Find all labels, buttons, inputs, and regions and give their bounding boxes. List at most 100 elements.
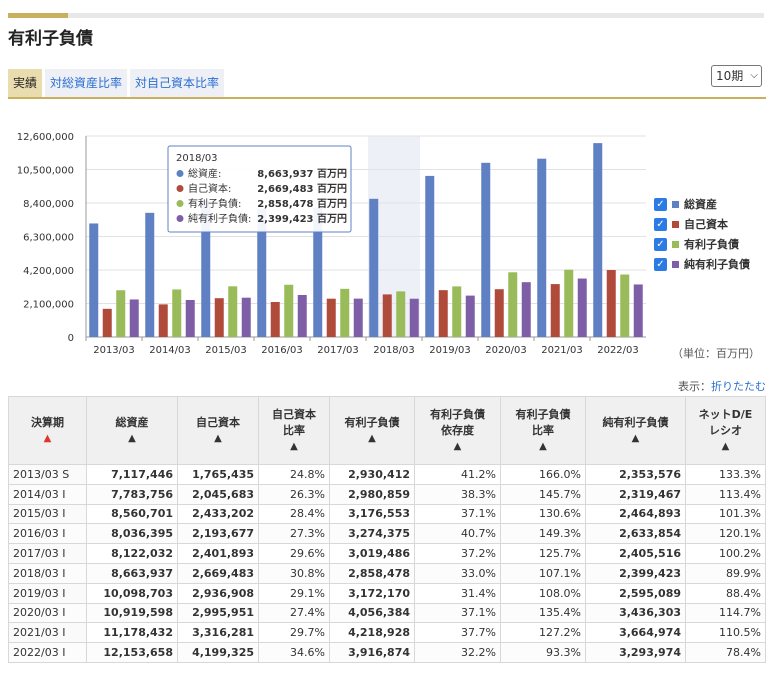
bar-1-0 bbox=[102, 308, 112, 337]
chart-legend: ✓ 総資産 ✓ 自己資本 ✓ 有利子負債 ✓ 純有利子負債 bbox=[654, 194, 750, 274]
table-cell: 4,218,928 bbox=[329, 622, 415, 644]
checkbox-icon[interactable]: ✓ bbox=[654, 217, 667, 231]
tooltip-label: 自己資本: bbox=[188, 182, 231, 195]
table-cell-period: 2017/03 I bbox=[8, 543, 87, 564]
sort-up-icon[interactable]: ▲ bbox=[214, 432, 222, 444]
tab-ratio-equity[interactable]: 対自己資本比率 bbox=[130, 69, 225, 97]
bar-3-7 bbox=[521, 282, 531, 337]
checkbox-icon[interactable]: ✓ bbox=[654, 197, 667, 211]
table-cell: 26.3% bbox=[258, 483, 330, 505]
table-cell: 7,117,446 bbox=[86, 464, 178, 485]
header-label: 有利子負債 比率 bbox=[515, 407, 571, 437]
tooltip-box bbox=[167, 145, 352, 233]
table-cell: 135.4% bbox=[500, 602, 586, 624]
table-cell: 89.9% bbox=[685, 562, 766, 584]
col-header-debt[interactable]: 有利子負債 ▲ bbox=[329, 396, 415, 465]
bar-2-8 bbox=[564, 269, 574, 337]
bar-2-7 bbox=[508, 272, 518, 337]
legend-label: 総資産 bbox=[684, 198, 717, 211]
checkbox-icon[interactable]: ✓ bbox=[654, 237, 667, 251]
table-cell: 3,019,486 bbox=[329, 543, 415, 564]
tooltip-value: 8,663,937 百万円 bbox=[257, 168, 347, 180]
col-header-period[interactable]: 決算期 ▲ bbox=[8, 396, 87, 465]
table-cell: 127.2% bbox=[500, 622, 586, 644]
table-row: 2022/03 I 12,153,658 4,199,325 34.6% 3,916,8… bbox=[8, 642, 766, 663]
table-row: 2015/03 I 8,560,701 2,433,202 28.4% 3,176,55… bbox=[8, 503, 766, 525]
bar-2-1 bbox=[172, 289, 182, 337]
sort-up-icon[interactable]: ▲ bbox=[128, 432, 136, 444]
table-cell: 78.4% bbox=[685, 642, 766, 663]
sort-up-icon[interactable]: ▲ bbox=[43, 432, 52, 444]
bar-2-2 bbox=[228, 286, 238, 337]
table-cell: 27.3% bbox=[258, 523, 330, 545]
bar-1-9 bbox=[606, 270, 616, 337]
legend-item-debt[interactable]: ✓ 有利子負債 bbox=[654, 234, 750, 254]
legend-swatch bbox=[672, 200, 679, 208]
period-select[interactable]: 10期 ⌵ bbox=[711, 65, 762, 87]
table-cell: 107.1% bbox=[500, 562, 586, 584]
table-row: 2017/03 I 8,122,032 2,401,893 29.6% 3,019,48… bbox=[8, 543, 766, 564]
tab-actual[interactable]: 実績 bbox=[8, 69, 43, 97]
legend-item-net-debt[interactable]: ✓ 純有利子負債 bbox=[654, 254, 750, 274]
sort-up-icon[interactable]: ▲ bbox=[453, 440, 462, 452]
col-header-equity[interactable]: 自己資本 ▲ bbox=[177, 396, 259, 465]
table-cell: 10,919,598 bbox=[86, 602, 178, 624]
table-cell: 37.7% bbox=[414, 622, 501, 644]
col-header-total-assets[interactable]: 総資産 ▲ bbox=[86, 396, 178, 465]
bar-0-7 bbox=[481, 162, 491, 337]
tooltip-dot bbox=[176, 185, 184, 192]
table-cell: 29.7% bbox=[258, 622, 330, 644]
col-header-equity-ratio[interactable]: 自己資本 比率 ▲ bbox=[258, 396, 330, 465]
table-cell: 145.7% bbox=[500, 483, 586, 505]
legend-item-equity[interactable]: ✓ 自己資本 bbox=[654, 214, 750, 234]
bar-3-9 bbox=[633, 284, 643, 337]
table-cell: 2,633,854 bbox=[585, 523, 686, 545]
table-cell: 31.4% bbox=[414, 582, 501, 604]
bar-1-4 bbox=[326, 298, 336, 337]
sort-up-icon[interactable]: ▲ bbox=[290, 440, 298, 452]
bar-3-8 bbox=[577, 278, 587, 337]
table-cell: 41.2% bbox=[414, 464, 501, 485]
sort-up-icon[interactable]: ▲ bbox=[721, 440, 730, 452]
table-cell: 29.6% bbox=[258, 543, 330, 564]
legend-swatch bbox=[672, 260, 679, 268]
table-cell: 34.6% bbox=[258, 642, 330, 663]
table-cell: 32.2% bbox=[414, 642, 501, 663]
bar-1-7 bbox=[494, 289, 504, 337]
table-cell: 40.7% bbox=[414, 523, 501, 545]
table-cell: 29.1% bbox=[258, 582, 330, 604]
table-cell: 2,319,467 bbox=[585, 483, 686, 505]
table-cell: 1,765,435 bbox=[177, 464, 259, 485]
bar-1-6 bbox=[438, 290, 448, 337]
bar-0-1 bbox=[145, 212, 155, 337]
legend-label: 有利子負債 bbox=[684, 238, 739, 251]
bar-chart: 0 2,100,000 4,200,000 6,300,000 8,400,000 10,… bbox=[17, 132, 646, 356]
table-cell: 4,199,325 bbox=[177, 642, 259, 663]
table-cell: 2,858,478 bbox=[329, 562, 415, 584]
table-cell: 2,980,859 bbox=[329, 483, 415, 505]
bar-0-4 bbox=[313, 207, 323, 337]
sort-up-icon[interactable]: ▲ bbox=[631, 432, 640, 444]
table-cell: 8,560,701 bbox=[86, 503, 178, 525]
col-header-net-debt[interactable]: 純有利子負債 ▲ bbox=[585, 396, 686, 465]
col-header-debt-dependency[interactable]: 有利子負債 依存度 ▲ bbox=[414, 396, 501, 465]
table-cell: 2,995,951 bbox=[177, 602, 259, 624]
table-cell: 88.4% bbox=[685, 582, 766, 604]
legend-label: 純有利子負債 bbox=[684, 258, 750, 271]
table-cell: 2,405,516 bbox=[585, 543, 686, 564]
tooltip-value: 2,399,423 百万円 bbox=[257, 213, 347, 225]
sort-up-icon[interactable]: ▲ bbox=[539, 440, 547, 452]
bar-2-6 bbox=[452, 286, 462, 337]
bar-3-1 bbox=[185, 299, 195, 337]
collapse-link[interactable]: 折りたたむ bbox=[711, 380, 766, 393]
legend-item-total-assets[interactable]: ✓ 総資産 bbox=[654, 194, 750, 214]
tab-ratio-total-assets[interactable]: 対総資産比率 bbox=[45, 69, 128, 97]
legend-swatch bbox=[672, 220, 679, 228]
table-cell: 110.5% bbox=[685, 622, 766, 644]
col-header-net-de-ratio[interactable]: ネットD/E レシオ ▲ bbox=[685, 396, 766, 465]
table-cell: 108.0% bbox=[500, 582, 586, 604]
col-header-debt-ratio[interactable]: 有利子負債 比率 ▲ bbox=[500, 396, 586, 465]
checkbox-icon[interactable]: ✓ bbox=[654, 257, 667, 271]
sort-up-icon[interactable]: ▲ bbox=[368, 432, 376, 444]
table-cell: 28.4% bbox=[258, 503, 330, 525]
